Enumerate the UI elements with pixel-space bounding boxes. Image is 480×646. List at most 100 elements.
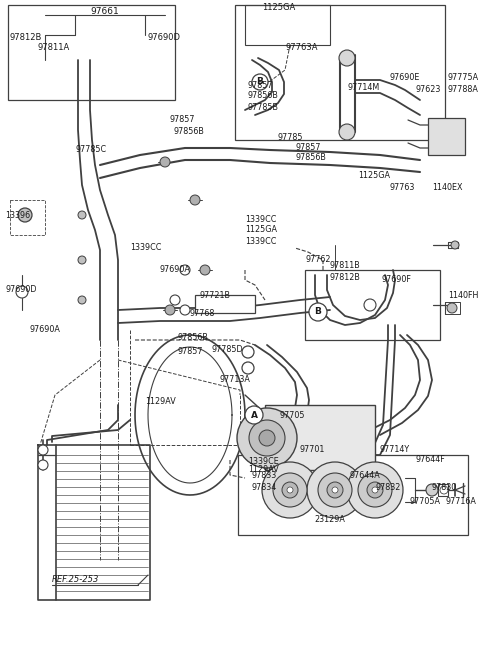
Text: 97856B: 97856B	[295, 154, 326, 163]
Bar	[235, 5, 445, 140]
Circle shape	[190, 195, 200, 205]
Circle shape	[16, 286, 28, 298]
Circle shape	[339, 50, 355, 66]
Text: 97811A: 97811A	[37, 43, 69, 52]
Text: 97763: 97763	[390, 183, 415, 193]
Circle shape	[358, 473, 392, 507]
Circle shape	[78, 296, 86, 304]
Text: 97788A: 97788A	[448, 85, 479, 94]
Bar	[265, 405, 375, 470]
Text: 97763A: 97763A	[285, 43, 317, 52]
Text: 97690A: 97690A	[30, 326, 61, 335]
Text: 97834: 97834	[252, 483, 277, 492]
Text: 97623: 97623	[415, 85, 440, 94]
Text: 97856B: 97856B	[174, 127, 205, 136]
Text: 1339CE: 1339CE	[248, 457, 279, 466]
Text: 23129A: 23129A	[314, 516, 346, 525]
Text: 97714M: 97714M	[348, 83, 380, 92]
Text: 97714Y: 97714Y	[380, 446, 410, 455]
Text: 97701: 97701	[300, 446, 325, 455]
Text: 1140EX: 1140EX	[432, 183, 463, 193]
Text: 1129AV: 1129AV	[145, 397, 176, 406]
Circle shape	[447, 303, 457, 313]
Text: 97856B: 97856B	[248, 90, 279, 99]
Text: 1140FH: 1140FH	[448, 291, 479, 300]
Circle shape	[249, 420, 285, 456]
Text: 1125GA: 1125GA	[262, 3, 295, 12]
Text: B: B	[257, 78, 264, 87]
Text: 1339CC: 1339CC	[245, 238, 276, 247]
Circle shape	[426, 484, 438, 496]
Text: 1129AV: 1129AV	[248, 466, 279, 475]
Text: REF.25-253: REF.25-253	[52, 576, 99, 585]
Text: 1339CC: 1339CC	[245, 216, 276, 225]
Circle shape	[180, 265, 190, 275]
Circle shape	[372, 487, 378, 493]
Circle shape	[440, 486, 448, 494]
Text: 97690D: 97690D	[148, 34, 181, 43]
Circle shape	[282, 482, 298, 498]
Text: 97811B: 97811B	[330, 260, 361, 269]
Circle shape	[339, 124, 355, 140]
Circle shape	[332, 487, 338, 493]
Circle shape	[38, 460, 48, 470]
Circle shape	[78, 256, 86, 264]
Circle shape	[367, 482, 383, 498]
Text: 97785: 97785	[278, 134, 303, 143]
Circle shape	[364, 299, 376, 311]
Circle shape	[38, 445, 48, 455]
Circle shape	[262, 462, 318, 518]
Text: 97644F: 97644F	[415, 455, 445, 464]
Circle shape	[170, 295, 180, 305]
Bar	[428, 118, 465, 155]
Circle shape	[242, 346, 254, 358]
Circle shape	[259, 430, 275, 446]
Text: 97713A: 97713A	[220, 375, 251, 384]
Text: 97690D: 97690D	[5, 286, 36, 295]
Text: 97812B: 97812B	[10, 34, 42, 43]
Text: 97705A: 97705A	[410, 497, 441, 506]
Text: 97768: 97768	[190, 309, 216, 317]
Text: 97830: 97830	[432, 483, 457, 492]
Text: 97785C: 97785C	[75, 145, 106, 154]
Text: 97812B: 97812B	[330, 273, 361, 282]
Text: 97857: 97857	[295, 143, 321, 152]
Circle shape	[165, 305, 175, 315]
Text: 97785B: 97785B	[248, 103, 279, 112]
Circle shape	[309, 303, 327, 321]
Circle shape	[245, 406, 263, 424]
Text: B: B	[314, 307, 322, 317]
Circle shape	[242, 362, 254, 374]
Text: A: A	[251, 410, 257, 419]
Text: 13396: 13396	[5, 211, 30, 220]
Text: 1339CC: 1339CC	[130, 244, 161, 253]
Text: 97705: 97705	[280, 410, 305, 419]
Text: 1125GA: 1125GA	[358, 171, 390, 180]
Text: 97857: 97857	[248, 81, 274, 90]
Text: 97721B: 97721B	[200, 291, 231, 300]
Text: 97644A: 97644A	[350, 470, 381, 479]
Text: 97785D: 97785D	[212, 346, 244, 355]
Circle shape	[18, 208, 32, 222]
Text: 97856B: 97856B	[178, 333, 209, 342]
Text: 97775A: 97775A	[448, 74, 479, 83]
Circle shape	[200, 265, 210, 275]
Circle shape	[78, 211, 86, 219]
Text: 97690A: 97690A	[160, 266, 191, 275]
Bar	[195, 295, 255, 313]
Text: 97832: 97832	[375, 483, 400, 492]
Circle shape	[273, 473, 307, 507]
Text: 97833: 97833	[252, 470, 277, 479]
Bar	[8, 5, 175, 100]
Text: 97857: 97857	[178, 348, 204, 357]
Text: 97690E: 97690E	[390, 74, 420, 83]
Circle shape	[327, 482, 343, 498]
Bar	[238, 455, 468, 535]
Text: 97661: 97661	[90, 8, 119, 17]
Circle shape	[307, 462, 363, 518]
Circle shape	[347, 462, 403, 518]
Circle shape	[252, 74, 268, 90]
Text: 97690F: 97690F	[382, 275, 412, 284]
Text: 97857: 97857	[170, 116, 195, 125]
Bar	[305, 270, 440, 340]
